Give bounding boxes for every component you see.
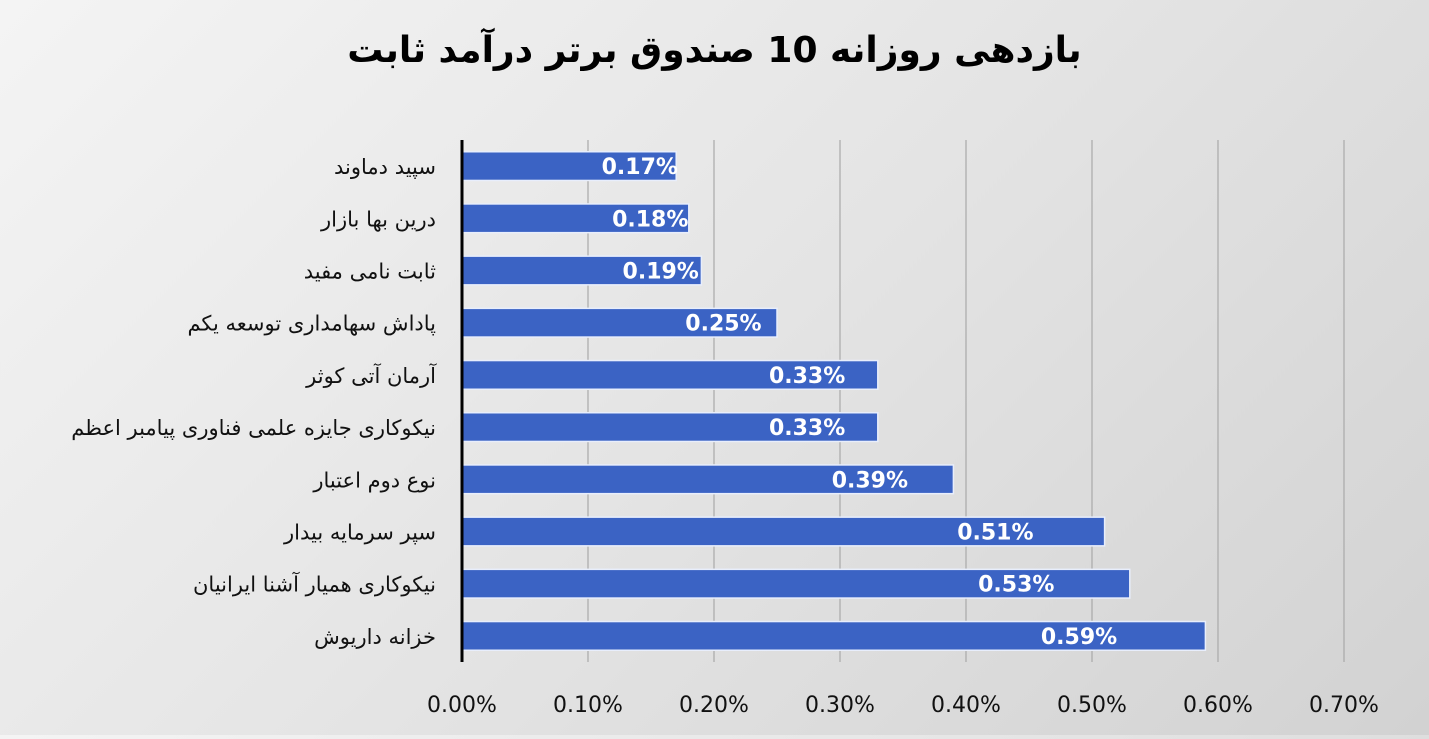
bar (461, 203, 690, 234)
data-label: 0.33% (769, 364, 845, 389)
category-label: سپید دماوند (334, 155, 436, 179)
category-label: نیکوکاری جایزه علمی فناوری پیامبر اعظم (71, 416, 436, 441)
data-label: 0.33% (769, 416, 845, 441)
category-label: پاداش سهامداری توسعه یکم (187, 312, 436, 337)
category-label: خزانه داریوش (314, 625, 436, 649)
x-tick-label: 0.60% (1183, 693, 1253, 718)
bars: 0.17% 0.18% 0.19% 0.25% 0.33% 0.33% 0.39% 0.51%… (461, 150, 1207, 652)
data-label: 0.53% (978, 573, 1054, 598)
category-label: سپر سرمایه بیدار (283, 521, 436, 545)
category-label: ثابت نامی مفید (304, 260, 436, 284)
bar (461, 620, 1207, 652)
gridlines (587, 140, 1345, 662)
data-label: 0.19% (623, 260, 699, 285)
data-label: 0.51% (957, 521, 1033, 546)
x-tick-label: 0.50% (1057, 693, 1127, 718)
data-label: 0.18% (612, 207, 688, 232)
chart-title: بازدهی روزانه 10 صندوق برتر درآمد ثابت (347, 30, 1082, 71)
x-tick-label: 0.20% (679, 693, 749, 718)
x-tick-label: 0.40% (931, 693, 1001, 718)
axes: 0.00% 0.10% 0.20% 0.30% 0.40% 0.50% 0.60% 0.70%… (71, 140, 1379, 718)
data-label: 0.59% (1041, 625, 1117, 650)
x-tick-label: 0.10% (553, 693, 623, 718)
data-label: 0.25% (685, 312, 761, 337)
data-label: 0.17% (602, 155, 678, 180)
category-label: درین بها بازار (320, 207, 436, 231)
bar (461, 359, 879, 391)
x-tick-label: 0.30% (805, 693, 875, 718)
bar (461, 411, 879, 443)
category-label: نوع دوم اعتبار (312, 468, 436, 492)
x-tick-label: 0.00% (427, 693, 497, 718)
data-label: 0.39% (832, 468, 908, 493)
x-tick-label: 0.70% (1309, 693, 1379, 718)
bar (461, 255, 703, 286)
category-label: آرمان آتی کوثر (305, 363, 437, 388)
bar (461, 464, 955, 495)
bar (461, 516, 1106, 547)
category-label: نیکوکاری همیار آشنا ایرانیان (193, 572, 436, 597)
